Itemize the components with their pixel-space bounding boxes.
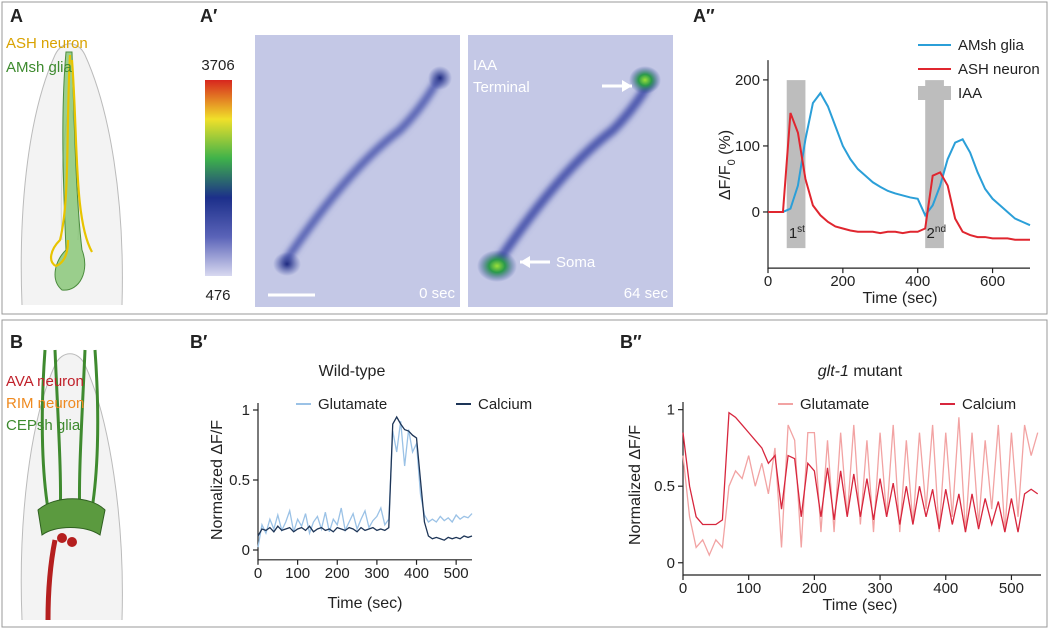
x-tick-label: 300 bbox=[364, 565, 389, 582]
image-label: IAA bbox=[473, 57, 497, 74]
ash-neuron bbox=[50, 54, 93, 268]
x-axis-label: Time (sec) bbox=[863, 290, 938, 307]
annotation-base: 2 bbox=[927, 225, 935, 242]
colorbar-min: 476 bbox=[205, 287, 230, 304]
axis bbox=[257, 403, 472, 561]
y-tick-label: 1 bbox=[667, 402, 675, 419]
y-tick-label: 0.5 bbox=[229, 472, 250, 489]
x-tick-label: 500 bbox=[999, 580, 1024, 597]
y-tick-label: 0 bbox=[667, 555, 675, 572]
colorbar bbox=[205, 80, 232, 276]
time-stamp: 64 sec bbox=[624, 285, 669, 302]
x-tick-label: 0 bbox=[679, 580, 687, 597]
y-axis-label: Normalized ΔF/F bbox=[627, 425, 644, 545]
y-tick-label: 0 bbox=[752, 204, 760, 221]
data-line bbox=[257, 415, 473, 541]
x-axis-label: Time (sec) bbox=[328, 595, 403, 612]
data-line bbox=[682, 417, 1039, 557]
amsh-glia bbox=[54, 51, 86, 291]
y-tick-label: 1 bbox=[242, 402, 250, 419]
annotation: 1st bbox=[789, 224, 805, 242]
annotation-sup: nd bbox=[935, 224, 946, 235]
y-axis-label: ΔF/F0 (%) bbox=[717, 130, 738, 200]
y-axis-label-main: ΔF/F bbox=[717, 165, 734, 200]
panel-label: A bbox=[10, 6, 23, 26]
x-tick-label: 200 bbox=[830, 273, 855, 290]
neuron-soma bbox=[57, 533, 67, 543]
legend-label: Glutamate bbox=[800, 396, 869, 413]
colorbar-max: 3706 bbox=[201, 57, 234, 74]
legend-label: Calcium bbox=[478, 396, 532, 413]
x-tick-label: 400 bbox=[404, 565, 429, 582]
legend-label: ASH neuron bbox=[958, 61, 1040, 78]
y-tick-label: 100 bbox=[735, 138, 760, 155]
data-line bbox=[682, 411, 1039, 533]
y-tick-label: 200 bbox=[735, 72, 760, 89]
legend-label: Glutamate bbox=[318, 396, 387, 413]
worm-head bbox=[20, 353, 123, 621]
x-tick-label: 200 bbox=[802, 580, 827, 597]
axis bbox=[682, 402, 1041, 576]
chart-title-rest: mutant bbox=[849, 363, 903, 380]
x-tick-label: 200 bbox=[325, 565, 350, 582]
annotation-base: 1 bbox=[789, 225, 797, 242]
y-axis-label-unit: (%) bbox=[717, 130, 734, 159]
panel-label: B bbox=[10, 332, 23, 352]
chart-title: Wild-type bbox=[319, 363, 386, 380]
panel-b-frame bbox=[1, 319, 1048, 628]
annotation: 2nd bbox=[927, 224, 946, 242]
image-label: Soma bbox=[556, 254, 596, 271]
y-axis-label-sub: 0 bbox=[726, 159, 738, 165]
axis bbox=[767, 60, 1030, 269]
diagram-label: RIM neuron bbox=[6, 395, 84, 412]
panel-label: B′ bbox=[190, 332, 207, 352]
stimulus-band bbox=[925, 80, 944, 249]
x-tick-label: 0 bbox=[254, 565, 262, 582]
diagram-label: AMsh glia bbox=[6, 59, 73, 76]
x-tick-label: 100 bbox=[736, 580, 761, 597]
legend-label: AMsh glia bbox=[958, 37, 1025, 54]
legend-label: Calcium bbox=[962, 396, 1016, 413]
neuron-soma bbox=[67, 537, 77, 547]
y-tick-label: 0.5 bbox=[654, 478, 675, 495]
diagram-label: ASH neuron bbox=[6, 35, 88, 52]
annotation-sup: st bbox=[797, 224, 805, 235]
x-tick-label: 500 bbox=[444, 565, 469, 582]
panel-a-frame bbox=[1, 1, 1048, 315]
x-tick-label: 0 bbox=[764, 273, 772, 290]
y-axis-label: Normalized ΔF/F bbox=[209, 420, 226, 540]
x-tick-label: 100 bbox=[285, 565, 310, 582]
ava-neuron bbox=[45, 539, 58, 621]
panel-label: B″ bbox=[620, 332, 642, 352]
panel-label: A′ bbox=[200, 6, 217, 26]
chart-title-italic: glt-1 bbox=[818, 363, 849, 380]
x-tick-label: 600 bbox=[980, 273, 1005, 290]
data-line bbox=[768, 112, 1030, 241]
data-line bbox=[768, 91, 1031, 227]
diagram-label: CEPsh glia bbox=[6, 417, 81, 434]
chart-title: glt-1 mutant bbox=[818, 363, 903, 380]
nerve-ring bbox=[37, 498, 106, 536]
x-tick-label: 400 bbox=[905, 273, 930, 290]
x-tick-label: 300 bbox=[868, 580, 893, 597]
micrograph-right bbox=[468, 35, 673, 307]
diagram-label: AVA neuron bbox=[6, 373, 84, 390]
legend-swatch bbox=[918, 86, 951, 100]
cepsh-glia bbox=[40, 349, 100, 521]
y-tick-label: 0 bbox=[242, 542, 250, 559]
time-stamp: 0 sec bbox=[419, 285, 455, 302]
x-axis-label: Time (sec) bbox=[823, 597, 898, 614]
micrograph-left bbox=[255, 35, 460, 307]
legend-label: IAA bbox=[958, 85, 982, 102]
x-tick-label: 400 bbox=[933, 580, 958, 597]
image-label: Terminal bbox=[473, 79, 530, 96]
panel-label: A″ bbox=[693, 6, 715, 26]
